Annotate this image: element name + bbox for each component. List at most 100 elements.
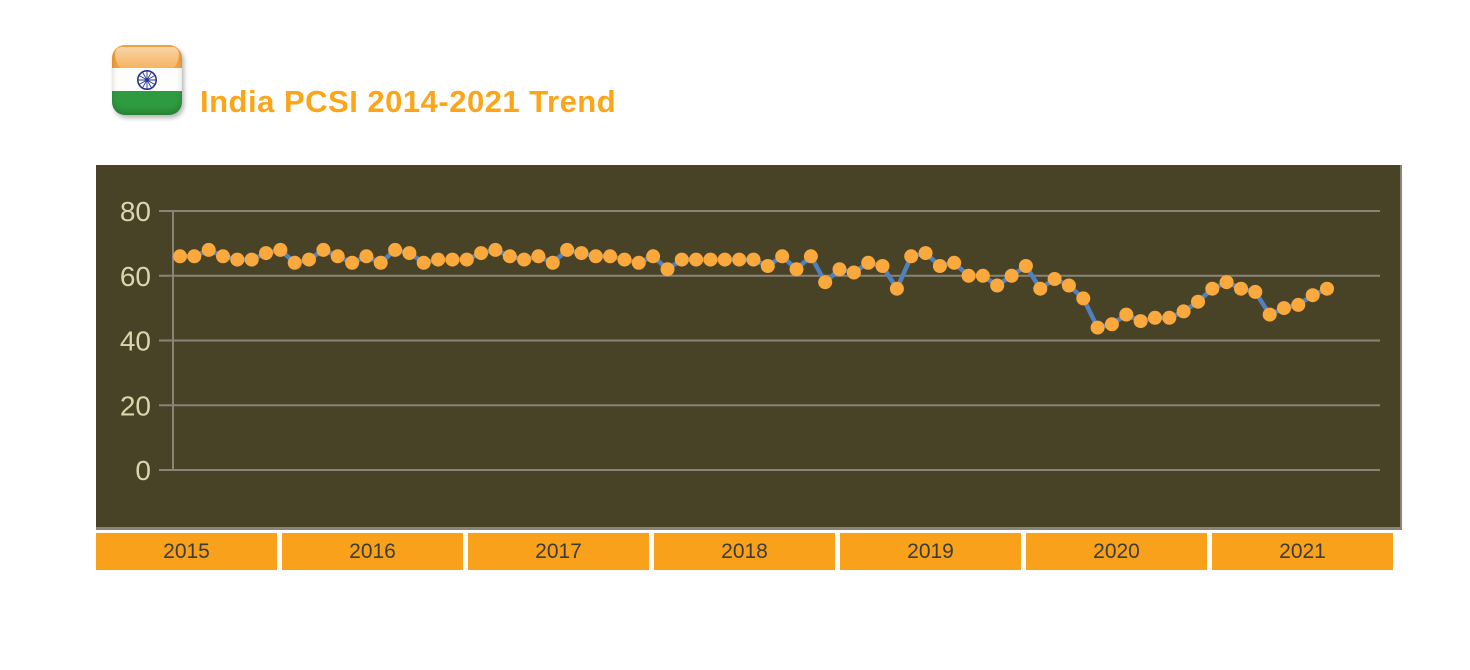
data-point-marker [545,255,560,270]
data-point-marker [244,252,259,267]
data-point-marker [1262,307,1277,322]
data-point-marker [947,255,962,270]
data-point-marker [961,268,976,283]
data-point-marker [187,249,202,264]
data-point-marker [818,275,833,290]
data-point-marker [789,262,804,277]
y-axis-tick-label: 60 [120,261,151,292]
data-point-marker [445,252,460,267]
x-axis-year-label: 2017 [468,533,649,570]
data-point-marker [832,262,847,277]
x-axis-year-label: 2018 [654,533,835,570]
data-point-marker [617,252,632,267]
data-point-marker [1191,294,1205,309]
data-point-marker [1277,301,1291,316]
data-point-marker [603,249,618,264]
y-axis-tick-label: 80 [120,196,151,227]
data-point-marker [875,259,890,273]
data-point-marker [732,252,747,267]
data-point-marker [674,252,689,267]
data-point-marker [1162,310,1177,325]
data-point-marker [402,246,417,261]
data-point-marker [1104,317,1119,332]
data-point-marker [459,252,474,267]
data-point-marker [287,255,302,270]
data-point-marker [932,259,947,273]
data-point-marker [216,249,230,264]
x-axis-year-band: 2015 2016 2017 2018 2019 2020 2021 [96,533,1393,570]
data-point-marker [273,242,288,257]
data-point-marker [1033,281,1048,296]
y-axis-tick-label: 40 [120,326,151,357]
data-point-marker [1076,291,1091,306]
page-title: India PCSI 2014-2021 Trend [200,84,617,119]
data-point-marker [1090,320,1105,335]
data-point-marker [560,242,575,257]
data-point-marker [488,242,503,257]
data-point-marker [173,249,187,264]
data-point-marker [588,249,603,264]
data-point-marker [259,246,273,261]
data-point-marker [230,252,245,267]
data-point-marker [703,252,718,267]
data-point-marker [416,255,431,270]
data-point-marker [1018,259,1033,273]
data-point-marker [904,249,919,264]
data-point-marker [990,278,1005,293]
data-point-marker [302,252,316,267]
data-point-marker [1305,288,1320,303]
x-axis-year-label: 2015 [96,533,277,570]
data-point-marker [889,281,904,296]
data-point-marker [531,249,546,264]
data-point-marker [388,242,403,257]
data-point-marker [1291,297,1306,312]
data-point-marker [1004,268,1019,283]
data-point-marker [646,249,661,264]
data-point-marker [517,252,532,267]
data-point-marker [1205,281,1220,296]
line-chart-canvas: 80 60 40 20 0 [120,196,1380,486]
data-point-marker [846,265,861,280]
data-point-marker [1234,281,1248,296]
x-axis-year-label: 2020 [1026,533,1207,570]
x-axis-year-label: 2019 [840,533,1021,570]
data-point-marker [631,255,646,270]
data-point-marker [574,246,589,261]
data-point-marker [1176,304,1191,319]
y-axis-tick-label: 20 [120,390,151,421]
x-axis-year-label: 2021 [1212,533,1393,570]
data-point-marker [717,252,732,267]
ashoka-chakra-icon [137,70,157,90]
data-point-marker [330,249,345,264]
data-point-marker [689,252,704,267]
pcsi-trend-chart: 80 60 40 20 0 [96,165,1402,530]
data-point-marker [660,262,675,277]
data-point-marker [474,246,489,261]
data-point-marker [803,249,818,264]
data-point-marker [431,252,446,267]
data-point-marker [975,268,990,283]
data-point-marker [359,249,374,264]
data-point-marker [373,255,388,270]
data-point-marker [1219,275,1234,290]
india-flag-icon [112,45,182,115]
data-point-marker [1248,284,1263,299]
data-point-marker [1133,314,1148,329]
data-point-marker [201,242,216,257]
data-point-marker [760,259,775,273]
data-point-marker [502,249,517,264]
data-point-marker [345,255,360,270]
data-point-marker [918,246,933,261]
data-point-marker [1061,278,1076,293]
y-axis-tick-label: 0 [135,455,151,486]
data-point-marker [1119,307,1134,322]
x-axis-year-label: 2016 [282,533,463,570]
data-point-marker [861,255,876,270]
data-point-marker [1148,310,1162,325]
data-point-marker [1047,272,1062,286]
data-point-marker [1320,281,1334,296]
data-point-marker [775,249,790,264]
data-point-marker [316,242,331,257]
data-point-marker [746,252,761,267]
